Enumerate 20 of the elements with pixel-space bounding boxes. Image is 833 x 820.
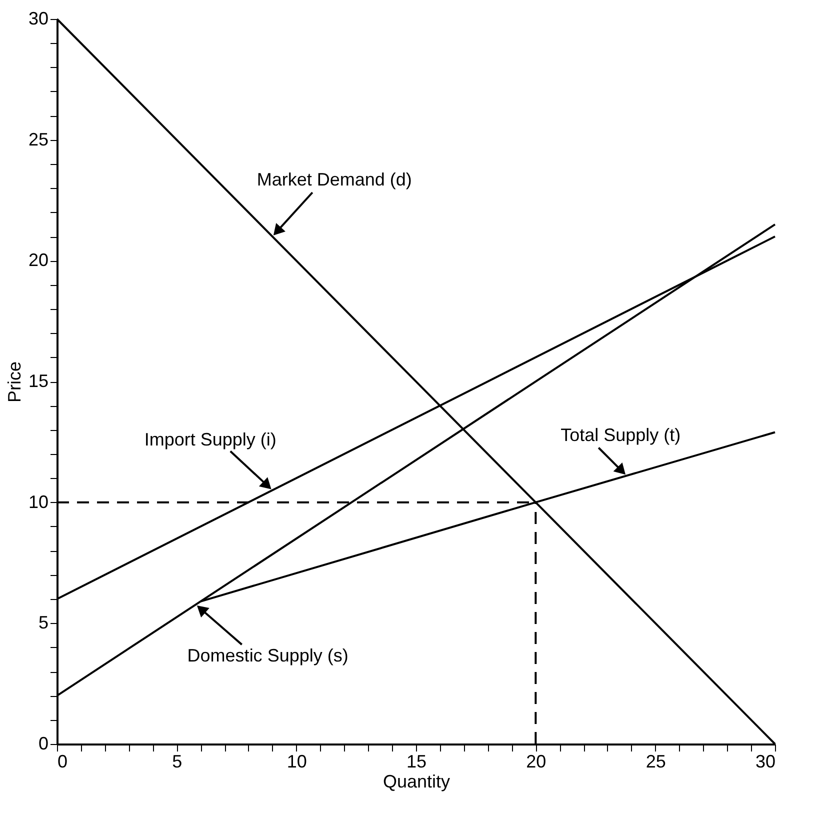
y-tick-label: 0 <box>38 734 48 754</box>
x-tick-label: 15 <box>406 752 427 772</box>
x-tick-label: 25 <box>646 752 666 772</box>
x-tick-label: 5 <box>172 752 182 772</box>
x-tick-label: 10 <box>286 752 307 772</box>
annotation: Total Supply (t) <box>560 424 681 445</box>
y-axis-title: Price <box>4 361 24 403</box>
x-axis-title: Quantity <box>382 772 450 792</box>
annotation: Market Demand (d) <box>256 170 412 190</box>
x-tick-label: 20 <box>526 752 546 772</box>
y-tick-label: 15 <box>28 371 48 391</box>
y-tick-label: 5 <box>38 612 48 633</box>
annotation: Import Supply (i) <box>144 429 276 450</box>
x-tick-label: 30 <box>755 752 776 772</box>
y-tick-label: 30 <box>28 8 48 28</box>
y-tick-label: 10 <box>28 492 48 512</box>
y-tick-label: 25 <box>28 129 48 150</box>
annotation: Domestic Supply (s) <box>187 646 348 666</box>
y-tick-label: 20 <box>28 250 48 270</box>
x-tick-label: 0 <box>58 752 68 772</box>
